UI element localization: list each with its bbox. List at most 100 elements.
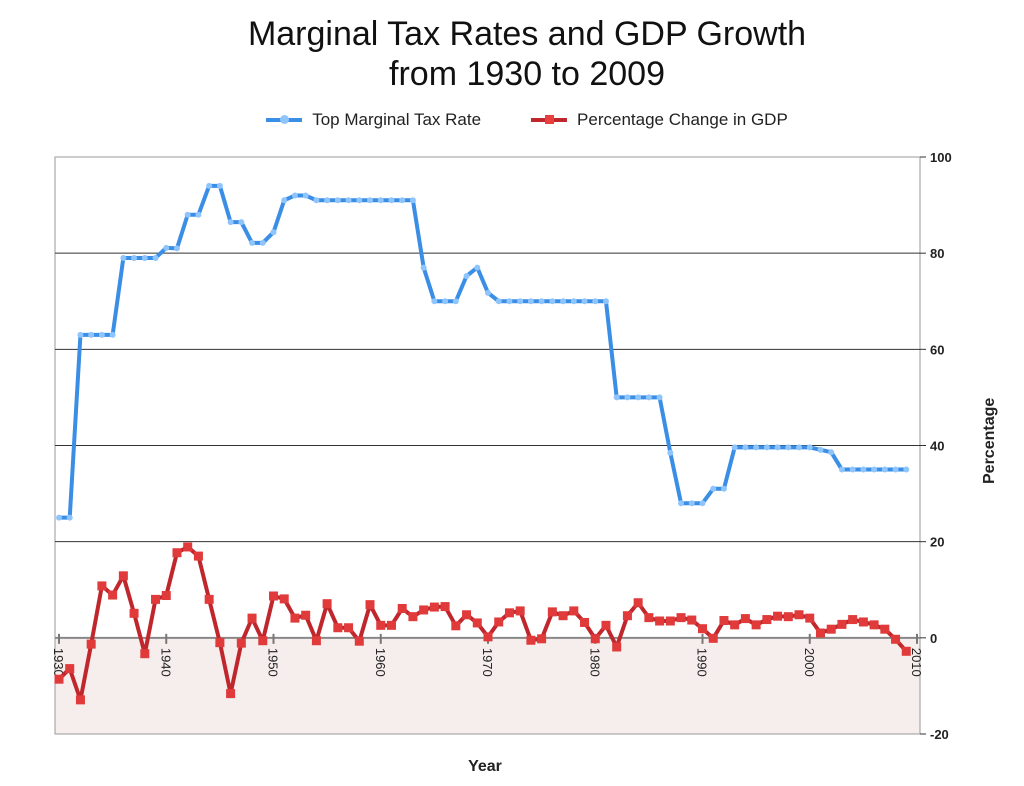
- gdp-point: [365, 600, 375, 610]
- gdp-point: [612, 642, 622, 652]
- tax-rate-point: [206, 182, 213, 189]
- tax-rate-point: [699, 500, 706, 507]
- gdp-point: [483, 632, 493, 642]
- tax-rate-point: [581, 298, 588, 305]
- legend: Top Marginal Tax Rate Percentage Change …: [0, 110, 1024, 130]
- gdp-point: [193, 551, 203, 561]
- gdp-point: [794, 610, 804, 620]
- x-tick-label: 1980: [587, 648, 602, 677]
- gdp-point: [655, 616, 665, 626]
- tax-rate-point: [592, 298, 599, 305]
- gdp-point: [665, 616, 675, 626]
- gdp-point: [161, 591, 171, 601]
- tax-rate-point: [452, 298, 459, 305]
- gdp-point: [687, 615, 697, 625]
- tax-rate-point: [774, 444, 781, 451]
- tax-rate-point: [474, 264, 481, 271]
- gdp-point: [140, 649, 150, 659]
- x-tick-label: 1930: [51, 648, 66, 677]
- tax-rate-point: [549, 298, 556, 305]
- tax-rate-point: [613, 394, 620, 401]
- tax-rate-point: [409, 197, 416, 204]
- gdp-point: [129, 608, 139, 618]
- tax-rate-point: [785, 444, 792, 451]
- tax-rate-point: [838, 466, 845, 473]
- tax-rate-point: [710, 485, 717, 492]
- tax-rate-point: [667, 449, 674, 456]
- tax-rate-point: [538, 298, 545, 305]
- tax-rate-point: [367, 197, 374, 204]
- tax-rate-point: [195, 211, 202, 218]
- tax-rate-point: [871, 466, 878, 473]
- gdp-point: [719, 616, 729, 626]
- legend-swatch-red: [531, 115, 568, 124]
- gdp-point: [226, 689, 236, 699]
- tax-rate-point: [753, 444, 760, 451]
- tax-rate-point: [688, 500, 695, 507]
- x-tick-label: 1970: [480, 648, 495, 677]
- tax-rate-point: [227, 219, 234, 226]
- tax-rate-point: [881, 466, 888, 473]
- tax-rate-point: [109, 331, 116, 338]
- tax-rate-point: [152, 254, 159, 261]
- tax-rate-point: [796, 444, 803, 451]
- gdp-point: [547, 607, 557, 617]
- tax-rate-line: [59, 183, 907, 520]
- gdp-point: [386, 620, 396, 630]
- tax-rate-point: [817, 446, 824, 453]
- tax-rate-point: [345, 197, 352, 204]
- tax-rate-point: [763, 444, 770, 451]
- tax-rate-point: [892, 466, 899, 473]
- chart-title-line1: Marginal Tax Rates and GDP Growth: [247, 15, 807, 53]
- tax-rate-point: [656, 394, 663, 401]
- gdp-point: [644, 613, 654, 623]
- legend-swatch-blue: [266, 115, 303, 124]
- gdp-point: [590, 634, 600, 644]
- x-tick-label: 1950: [266, 648, 281, 677]
- y-tick-label: 20: [930, 535, 944, 550]
- tax-rate-point: [324, 197, 331, 204]
- tax-rate-point: [356, 197, 363, 204]
- gdp-point: [397, 604, 407, 614]
- gdp-point: [537, 634, 547, 644]
- y-axis-label: Percentage: [981, 397, 998, 484]
- gdp-point: [204, 594, 214, 604]
- gdp-point: [762, 615, 772, 625]
- x-tick-label: 2000: [802, 648, 817, 677]
- gdp-point: [118, 571, 128, 581]
- gdp-point: [311, 636, 321, 646]
- gdp-point: [869, 620, 879, 630]
- tax-rate-point: [88, 331, 95, 338]
- tax-rate-point: [259, 239, 266, 246]
- tax-rate-point: [173, 245, 180, 252]
- tax-rate-point: [66, 514, 73, 521]
- tax-rate-point: [334, 197, 341, 204]
- y-tick-label: 100: [930, 150, 952, 165]
- tax-rate-point: [56, 514, 62, 521]
- tax-rate-point: [560, 298, 567, 305]
- gdp-point: [633, 598, 643, 608]
- gdp-point: [215, 638, 225, 648]
- tax-rate-point: [98, 331, 105, 338]
- tax-rate-point: [442, 298, 449, 305]
- gdp-point: [826, 624, 836, 634]
- tax-rate-point: [806, 444, 813, 451]
- tax-rate-point: [570, 298, 577, 305]
- tax-rate-point: [731, 444, 738, 451]
- legend-item-tax-rate: Top Marginal Tax Rate: [266, 110, 481, 130]
- gdp-point: [880, 624, 890, 634]
- tax-rate-point: [742, 444, 749, 451]
- tax-rate-point: [131, 254, 138, 261]
- tax-rate-point: [602, 298, 609, 305]
- tax-rate-point: [120, 254, 127, 261]
- tax-rate-point: [281, 197, 288, 204]
- y-tick-label: -20: [930, 727, 949, 742]
- gdp-point: [730, 620, 740, 630]
- y-tick-label: 40: [930, 439, 944, 454]
- gdp-point: [815, 628, 825, 638]
- gdp-point: [247, 613, 257, 623]
- gdp-point: [322, 599, 332, 609]
- tax-rate-point: [77, 331, 84, 338]
- gdp-point: [494, 617, 504, 627]
